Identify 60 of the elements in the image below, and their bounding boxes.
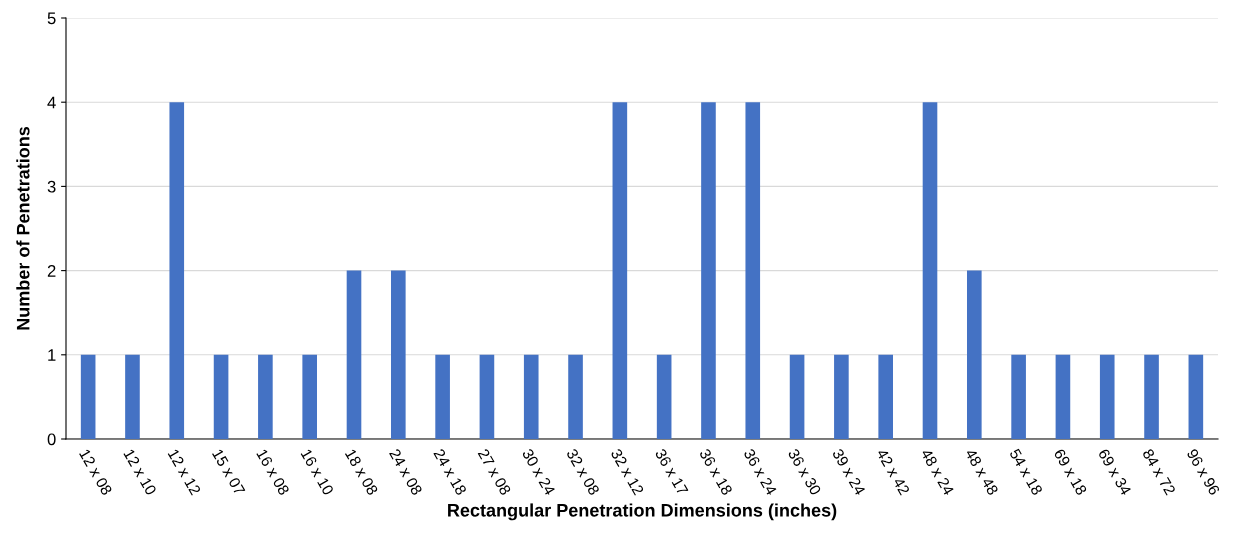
x-tick-label: 96 x 96 [1186, 448, 1221, 496]
bar [612, 102, 628, 439]
bar [1188, 354, 1204, 439]
bar [346, 270, 362, 439]
x-tick-label: 36 x 17 [654, 448, 689, 496]
x-axis-title: Rectangular Penetration Dimensions (inches) [448, 503, 837, 521]
x-tick-label: 27 x 08 [477, 448, 512, 496]
y-axis-title: Number of Penetrations [16, 126, 30, 330]
bar [1011, 354, 1026, 439]
y-tick-label: 4 [47, 96, 56, 109]
x-tick-label: 12 x 12 [167, 448, 202, 496]
x-tick-label: 12 x 08 [79, 448, 113, 496]
x-tick-label: 18 x 08 [344, 448, 379, 496]
bar [789, 354, 805, 439]
x-tick-label: 24 x 08 [388, 448, 423, 496]
bar [878, 354, 893, 439]
y-tick-label: 0 [47, 433, 56, 446]
x-tick-label: 42 x 42 [876, 447, 911, 496]
y-tick-label: 2 [47, 265, 56, 277]
bar [745, 102, 761, 439]
x-tick-label: 39 x 24 [831, 448, 866, 496]
x-tick-label: 12 x 10 [123, 448, 157, 496]
x-tick-label: 84 x 72 [1142, 448, 1176, 496]
bar [169, 102, 185, 439]
x-tick-label: 30 x 24 [521, 448, 556, 496]
x-tick-label: 24 x 18 [433, 448, 467, 496]
bar [1144, 354, 1159, 439]
x-tick-label: 16 x 10 [300, 448, 335, 496]
x-tick-label: 54 x 18 [1009, 448, 1043, 496]
bar [80, 354, 96, 439]
x-tick-label: 15 x 07 [211, 448, 246, 496]
bar [834, 354, 849, 439]
x-tick-label: 69 x 34 [1097, 448, 1132, 496]
bar [1055, 354, 1071, 439]
x-tick-label: 48 x 24 [920, 447, 955, 496]
y-tick-label: 5 [47, 12, 56, 25]
bar [302, 354, 317, 439]
bar [213, 354, 229, 439]
bar [1099, 354, 1115, 439]
bar [656, 354, 672, 439]
x-tick-label: 36 x 30 [787, 448, 822, 496]
x-tick-label: 36 x 18 [699, 448, 733, 496]
bar [479, 354, 495, 439]
x-tick-label: 48 x 48 [964, 447, 999, 496]
bar [967, 270, 982, 439]
x-tick-label: 36 x 24 [743, 448, 778, 496]
y-tick-label: 3 [47, 180, 56, 193]
bar [391, 270, 406, 439]
x-tick-label: 32 x 12 [610, 448, 645, 496]
bar [922, 102, 938, 439]
x-tick-label: 32 x 08 [566, 448, 600, 496]
bar [568, 354, 583, 439]
y-tick-label: 1 [48, 349, 56, 361]
x-tick-label: 69 x 18 [1053, 448, 1088, 496]
bar [701, 102, 716, 439]
bar [523, 354, 539, 439]
bar [125, 354, 140, 439]
bar [435, 354, 450, 439]
bar [258, 354, 273, 439]
x-tick-label: 16 x 08 [256, 448, 290, 496]
